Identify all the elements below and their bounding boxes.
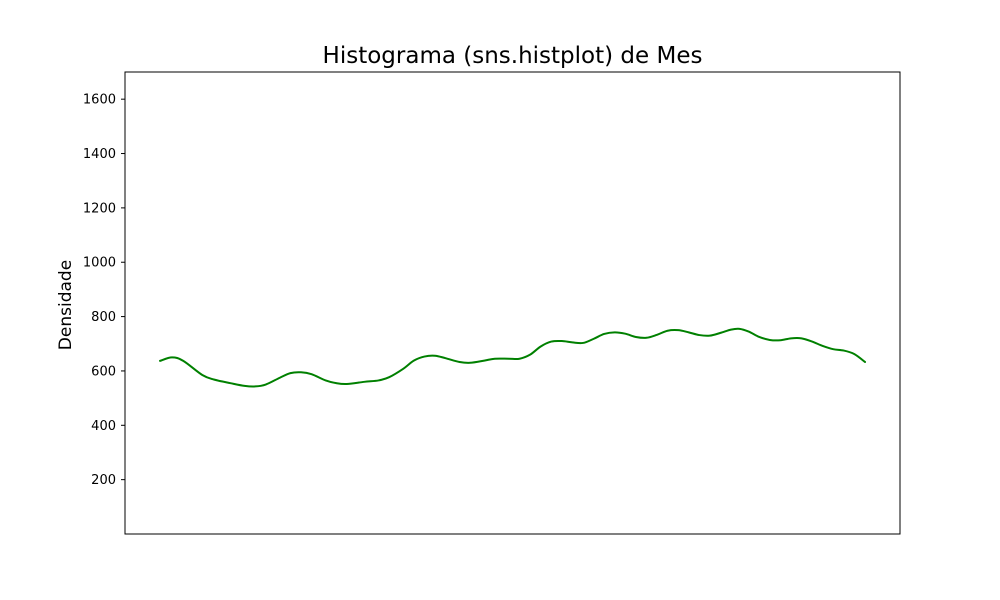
y-tick-label: 400 <box>91 419 116 434</box>
y-tick-label: 1400 <box>83 147 116 162</box>
y-tick-label: 1000 <box>83 256 116 271</box>
y-tick-label: 1200 <box>83 201 116 216</box>
density-line <box>159 327 866 388</box>
chart-title: Histograma (sns.histplot) de Mes <box>323 43 703 69</box>
y-tick-label: 800 <box>91 310 116 325</box>
y-axis-ticks: 200 400 600 800 1000 1200 1400 1600 <box>83 93 125 488</box>
y-tick-label: 200 <box>91 473 116 488</box>
y-axis-label: Densidade <box>56 260 76 350</box>
y-tick-label: 1600 <box>83 93 116 108</box>
y-tick-label: 600 <box>91 364 116 379</box>
plot-area <box>124 71 901 535</box>
